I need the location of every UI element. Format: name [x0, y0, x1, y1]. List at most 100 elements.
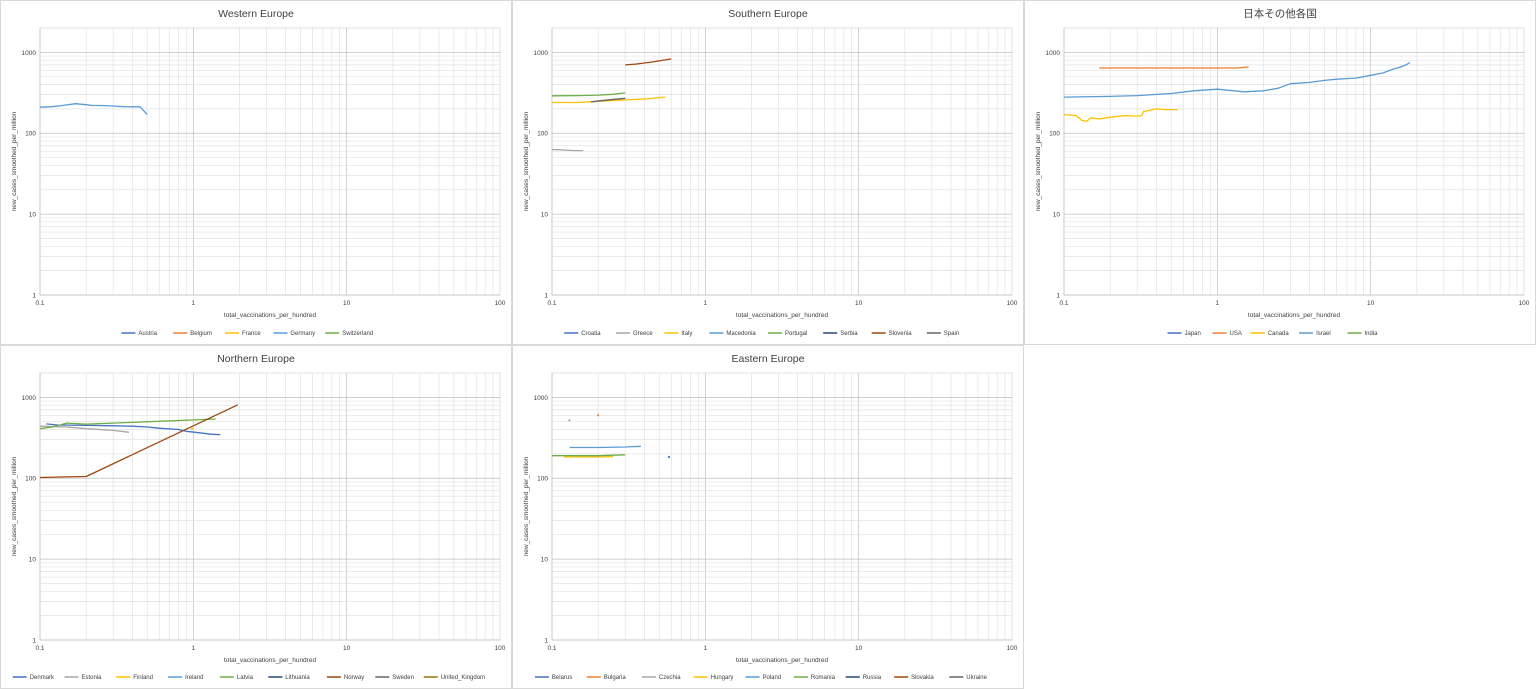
legend-label-sweden: Sweden — [392, 675, 414, 681]
series-point-finland — [190, 427, 194, 430]
y-tick-label: 1000 — [22, 50, 37, 57]
legend-label-switzerland: Switzerland — [342, 331, 373, 337]
x-axis-label: total_vaccinations_per_hundred — [736, 312, 829, 319]
chart-title: Southern Europe — [728, 8, 808, 20]
y-tick-label: 1000 — [22, 395, 37, 402]
legend-label-norway: Norway — [344, 675, 364, 681]
x-tick-label: 1 — [1216, 300, 1220, 307]
chart-title: Northern Europe — [217, 353, 295, 365]
legend-label-estonia: Estonia — [82, 675, 103, 681]
x-tick-label: 100 — [1007, 645, 1018, 652]
y-tick-label: 10 — [1053, 212, 1061, 219]
legend-label-bulgaria: Bulgaria — [604, 675, 627, 681]
y-axis-label: new_cases_smoothed_per_million — [523, 111, 530, 211]
legend-label-canada: Canada — [1268, 331, 1290, 337]
legend-label-romania: Romania — [811, 675, 836, 681]
y-tick-label: 100 — [25, 131, 36, 138]
x-tick-label: 10 — [855, 300, 863, 307]
chart-panel-western-europe: Western Europe 0.1 1 10 100 1 10 100 1000 total_v… — [0, 0, 512, 345]
series-line-spain — [591, 97, 626, 103]
y-tick-label: 1 — [32, 638, 36, 645]
series-point-bulgaria — [597, 414, 600, 417]
y-tick-label: 1 — [1056, 293, 1060, 300]
series-line-denmark — [46, 423, 221, 436]
legend-label-spain: Spain — [944, 331, 959, 337]
legend-label-latvia: Latvia — [237, 675, 254, 681]
legend-label-serbia: Serbia — [840, 331, 858, 337]
legend-label-croatia: Croatia — [581, 331, 601, 337]
x-tick-label: 100 — [495, 300, 506, 307]
series-line-canada — [1063, 108, 1178, 123]
y-tick-label: 1 — [544, 638, 548, 645]
series-line-germany — [39, 103, 148, 116]
legend-label-belgium: Belgium — [190, 331, 212, 337]
x-tick-label: 100 — [1007, 300, 1018, 307]
x-tick-label: 0.1 — [547, 645, 556, 652]
x-tick-label: 0.1 — [35, 645, 44, 652]
y-axis-label: new_cases_smoothed_per_million — [11, 456, 18, 556]
chart-title: 日本その他各国 — [1243, 7, 1317, 20]
series-point-czechia — [568, 419, 571, 422]
y-tick-label: 1000 — [1046, 50, 1061, 57]
series-line-slovenia — [625, 58, 672, 66]
chart-panel-eastern-europe: Eastern Europe 0.1 1 10 100 1 10 100 1000 total_v… — [512, 345, 1024, 689]
y-tick-label: 100 — [537, 131, 548, 138]
x-tick-label: 10 — [855, 645, 863, 652]
series-line-estonia — [39, 425, 129, 433]
legend-label-united_kingdom: United_Kingdom — [441, 675, 485, 681]
series-line-norway — [39, 404, 239, 479]
legend-label-slovakia: Slovakia — [911, 675, 934, 681]
x-axis-label: total_vaccinations_per_hundred — [224, 312, 317, 319]
series-line-usa — [1099, 66, 1249, 69]
x-tick-label: 1 — [192, 300, 196, 307]
legend-label-france: France — [242, 331, 261, 337]
plot-area — [551, 372, 1013, 641]
series-line-greece — [551, 148, 584, 152]
chart-title: Western Europe — [218, 8, 294, 20]
chart-panel-japan-others: 日本その他各国 0.1 1 10 100 1 10 100 1000 total_vaccinat… — [1024, 0, 1536, 345]
chart-title: Eastern Europe — [732, 353, 805, 365]
x-tick-label: 10 — [1367, 300, 1375, 307]
plot-area — [39, 27, 501, 296]
y-tick-label: 1000 — [534, 50, 549, 57]
legend-label-lithuania: Lithuania — [285, 675, 310, 681]
legend-label-czechia: Czechia — [659, 675, 681, 681]
x-tick-label: 10 — [343, 300, 351, 307]
x-tick-label: 0.1 — [547, 300, 556, 307]
series-line-romania — [552, 454, 626, 457]
series-line-italy — [552, 96, 666, 104]
legend-label-usa: USA — [1230, 331, 1242, 337]
legend-label-greece: Greece — [633, 331, 653, 337]
series-point-belarus — [667, 455, 671, 459]
series-line-latvia — [39, 418, 216, 430]
y-axis-label: new_cases_smoothed_per_million — [1035, 111, 1042, 211]
legend-label-austria: Austria — [138, 331, 157, 337]
x-tick-label: 1 — [192, 645, 196, 652]
y-tick-label: 10 — [29, 212, 37, 219]
series-line-poland — [569, 445, 641, 449]
x-axis-label: total_vaccinations_per_hundred — [736, 657, 829, 664]
legend-label-belarus: Belarus — [552, 675, 572, 681]
empty-area — [1024, 345, 1536, 689]
y-axis-label: new_cases_smoothed_per_million — [523, 456, 530, 556]
y-tick-label: 10 — [541, 212, 549, 219]
legend-label-denmark: Denmark — [30, 675, 55, 681]
series-line-portugal — [551, 92, 626, 97]
y-axis-label: new_cases_smoothed_per_million — [11, 111, 18, 211]
x-tick-label: 1 — [704, 300, 708, 307]
legend-label-germany: Germany — [290, 331, 315, 337]
plot-area — [39, 372, 501, 641]
x-tick-label: 10 — [343, 645, 351, 652]
legend-label-ukraine: Ukraine — [966, 675, 987, 681]
y-tick-label: 100 — [1049, 131, 1060, 138]
legend-label-ireland: Ireland — [185, 675, 203, 681]
x-tick-label: 100 — [495, 645, 506, 652]
y-tick-label: 10 — [29, 557, 37, 564]
x-axis-label: total_vaccinations_per_hundred — [1248, 312, 1341, 319]
legend-label-israel: Israel — [1316, 331, 1331, 337]
